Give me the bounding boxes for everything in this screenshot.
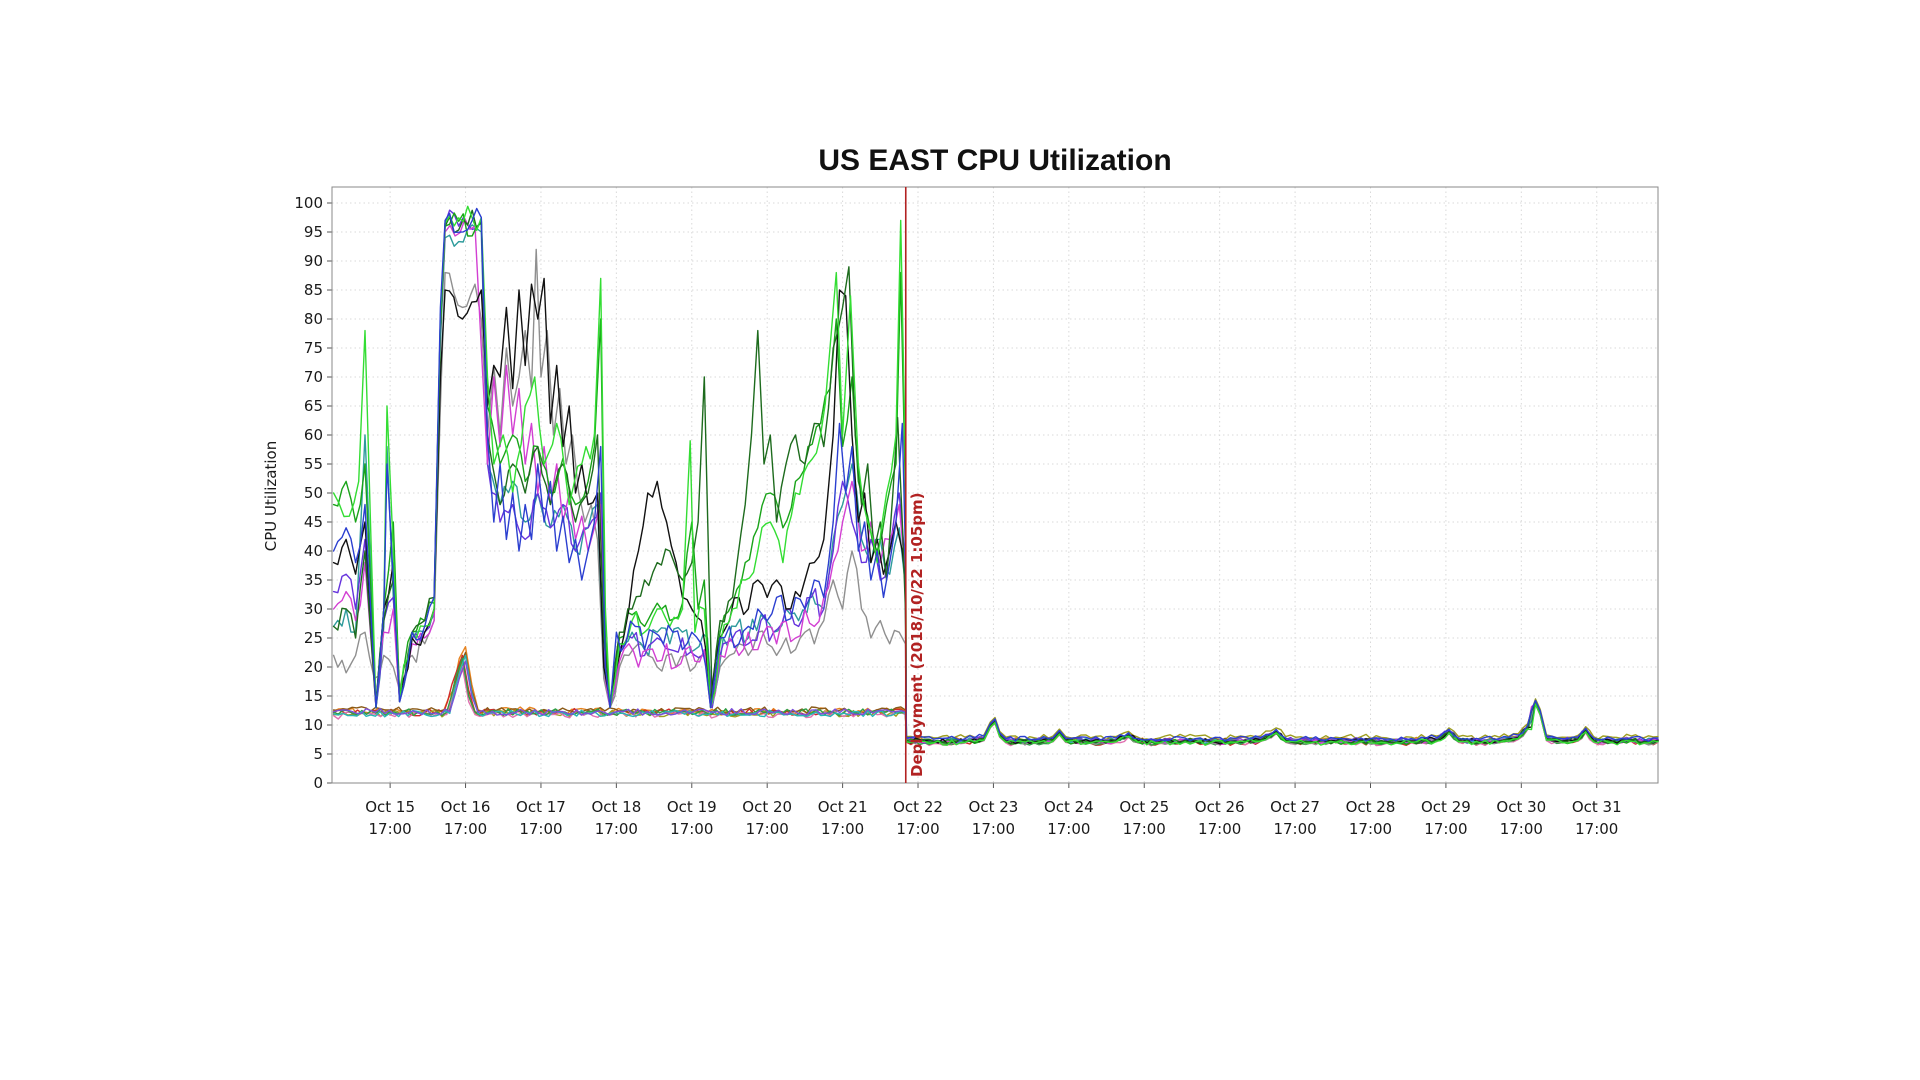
x-tick-label-date: Oct 25: [1119, 798, 1169, 816]
y-tick-label: 50: [304, 484, 323, 502]
series-line-host-darkgreen: [332, 209, 1659, 745]
y-tick-label: 65: [304, 397, 323, 415]
x-tick-label-date: Oct 30: [1496, 798, 1546, 816]
series-line-host-seagreen: [332, 657, 1659, 746]
y-tick-label: 45: [304, 513, 323, 531]
y-tick-label: 55: [304, 455, 323, 473]
series-line-host-lime: [332, 205, 1659, 746]
y-tick-label: 85: [304, 281, 323, 299]
x-tick-label-date: Oct 24: [1044, 798, 1094, 816]
y-tick-label: 15: [304, 687, 323, 705]
x-tick-label-time: 17:00: [1123, 820, 1166, 838]
x-tick-label-time: 17:00: [1198, 820, 1241, 838]
y-tick-label: 20: [304, 658, 323, 676]
series-line-host-purple2: [332, 660, 1659, 744]
x-tick-label-date: Oct 17: [516, 798, 566, 816]
y-tick-label: 5: [313, 745, 323, 763]
y-tick-label: 35: [304, 571, 323, 589]
x-tick-label-date: Oct 16: [441, 798, 491, 816]
x-tick-label-date: Oct 22: [893, 798, 943, 816]
x-tick-label-date: Oct 27: [1270, 798, 1320, 816]
x-tick-label-time: 17:00: [1424, 820, 1467, 838]
series-line-host-magenta: [332, 218, 1659, 746]
x-tick-label-date: Oct 26: [1195, 798, 1245, 816]
grid-layer: [332, 187, 1658, 783]
x-tick-label-date: Oct 28: [1346, 798, 1396, 816]
y-tick-label: 25: [304, 629, 323, 647]
x-tick-label-date: Oct 19: [667, 798, 717, 816]
series-line-host-gray: [332, 248, 1659, 746]
series-line-host-olive: [332, 660, 1659, 741]
y-tick-label: 70: [304, 368, 323, 386]
x-tick-label-date: Oct 23: [969, 798, 1019, 816]
series-line-host-orange: [332, 646, 1659, 744]
plot-border: [331, 186, 1659, 784]
chart-title: US EAST CPU Utilization: [818, 144, 1172, 177]
axis-layer: 0 5 10 15 20 25 30 35 40 45 50 55 60 65 70 75 80 85 90 95 10…: [294, 186, 1659, 838]
series-line-host-green: [332, 212, 1659, 746]
x-tick-label-time: 17:00: [896, 820, 939, 838]
x-tick-label-time: 17:00: [1349, 820, 1392, 838]
annotation-layer: Deployment (2018/10/22 1:05pm): [904, 187, 926, 783]
y-tick-label: 40: [304, 542, 323, 560]
y-tick-label: 100: [294, 194, 323, 212]
series-line-host-brown: [332, 651, 1659, 745]
x-tick-label-time: 17:00: [1575, 820, 1618, 838]
y-tick-label: 95: [304, 223, 323, 241]
x-tick-label-time: 17:00: [1047, 820, 1090, 838]
x-tick-label-date: Oct 29: [1421, 798, 1471, 816]
x-tick-label-time: 17:00: [595, 820, 638, 838]
x-tick-label-time: 17:00: [1500, 820, 1543, 838]
series-line-host-pink: [332, 666, 1659, 747]
series-line-host-teal: [332, 224, 1659, 745]
x-tick-label-time: 17:00: [444, 820, 487, 838]
series-layer: [332, 205, 1659, 747]
x-tick-label-date: Oct 20: [742, 798, 792, 816]
y-tick-label: 60: [304, 426, 323, 444]
y-tick-label: 10: [304, 716, 323, 734]
y-tick-label: 0: [313, 774, 323, 792]
deployment-annotation-label: Deployment (2018/10/22 1:05pm): [908, 492, 926, 777]
x-tick-label-time: 17:00: [972, 820, 1015, 838]
y-tick-label: 75: [304, 339, 323, 357]
x-tick-label-time: 17:00: [670, 820, 713, 838]
y-tick-label: 90: [304, 252, 323, 270]
x-tick-label-time: 17:00: [519, 820, 562, 838]
x-tick-label-date: Oct 31: [1572, 798, 1622, 816]
x-tick-label-date: Oct 18: [591, 798, 641, 816]
x-tick-label-date: Oct 15: [365, 798, 415, 816]
x-tick-label-time: 17:00: [369, 820, 412, 838]
cpu-utilization-chart: 0 5 10 15 20 25 30 35 40 45 50 55 60 65 70 75 80 85 90 95 10…: [294, 186, 1659, 838]
series-line-host-blue: [332, 207, 1659, 742]
x-tick-label-time: 17:00: [746, 820, 789, 838]
y-tick-label: 30: [304, 600, 323, 618]
x-tick-label-time: 17:00: [1273, 820, 1316, 838]
series-line-host-cyan2: [332, 654, 1659, 745]
x-tick-label-time: 17:00: [821, 820, 864, 838]
series-line-host-red: [332, 654, 1659, 746]
y-tick-label: 80: [304, 310, 323, 328]
x-tick-label-date: Oct 21: [818, 798, 868, 816]
